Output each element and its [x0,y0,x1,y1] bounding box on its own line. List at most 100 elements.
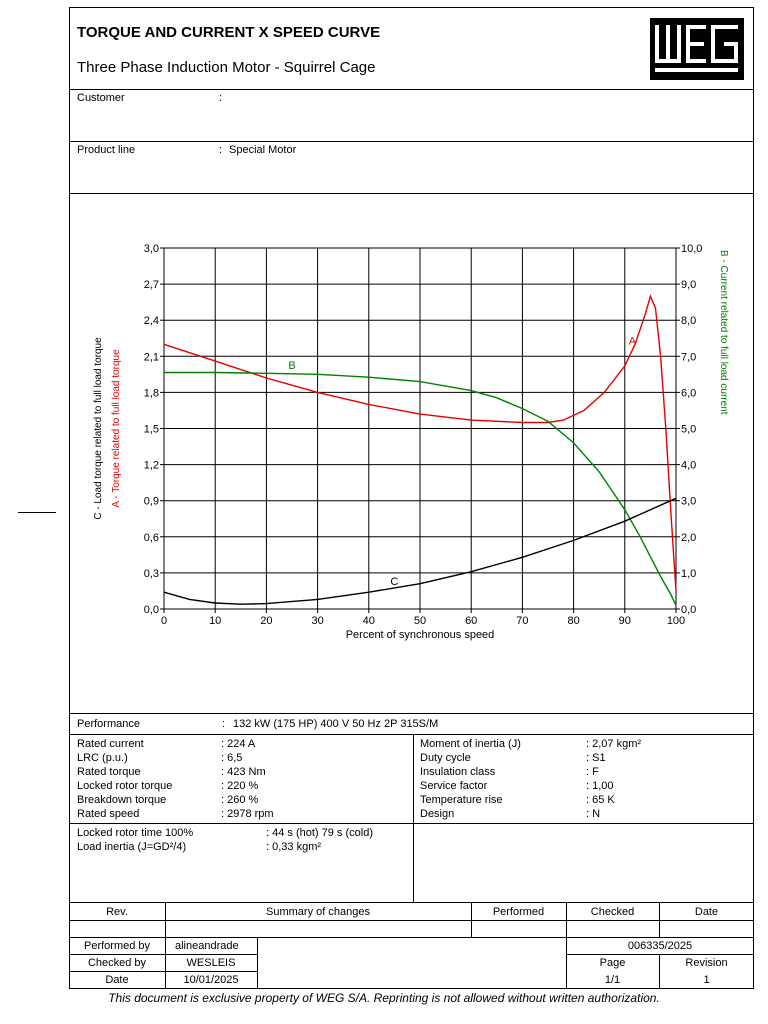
y-left-tick-label: 2,1 [144,351,159,363]
spec-left-value: : 423 Nm [221,766,266,778]
spec-left-value: : 6,5 [221,752,243,764]
checked-by-label: Checked by [87,957,147,969]
series-label-c: C [390,576,398,588]
spec-left-value: : 260 % [221,794,259,806]
y-left-tick-label: 0,0 [144,604,159,616]
weg-logo-graphic [650,18,744,80]
spec-right-label: Insulation class [420,766,496,778]
series-label-a: A [629,335,637,347]
x-tick-label: 80 [567,615,579,627]
y-right-tick-label: 2,0 [681,532,696,544]
y-left-tick-label: 1,8 [144,387,159,399]
customer-label: Customer [77,92,125,104]
x-tick-label: 60 [465,615,477,627]
rule-rev-row [69,937,754,938]
spec-right-value: : N [586,808,601,820]
revision-label: Revision [685,957,728,969]
y-right-tick-label: 5,0 [681,424,696,436]
performed-by-value: alineandrade [175,940,239,952]
spec-right-value: : 1,00 [586,780,614,792]
rule-sign-v2 [257,937,258,989]
spec-left-label: Breakdown torque [77,794,167,806]
spec-left-value: : 2978 rpm [221,808,274,820]
revision-value: 1 [703,974,710,986]
rule-rev-2 [471,902,472,937]
rule-specs-divider [413,734,414,902]
y-right-tick-label: 8,0 [681,315,696,327]
performance-label: Performance [77,718,140,730]
rule-product [69,193,754,194]
rev-header-performed: Performed [492,906,545,918]
rev-header-rev: Rev. [106,906,128,918]
spec-right-label: Moment of inertia (J) [420,738,521,750]
rev-header-checked: Checked [590,906,635,918]
spec-right-label: Temperature rise [420,794,503,806]
x-tick-label: 100 [667,615,685,627]
rule-rev-header [69,920,754,921]
spec-left-label: Rated current [77,738,144,750]
rule-rev-4 [659,902,660,937]
spec-right-label: Duty cycle [420,752,471,764]
rule-sign-1 [69,954,257,955]
product-line-sep: : [219,144,223,156]
y-right-tick-label: 10,0 [681,243,702,255]
y-left-tick-label: 0,3 [144,568,159,580]
rule-locked [69,902,754,903]
performance-value: 132 kW (175 HP) 400 V 50 Hz 2P 315S/M [233,718,439,730]
y-right-tick-label: 6,0 [681,387,696,399]
locked-label: Load inertia (J=GD²/4) [77,841,187,853]
date-value: 10/01/2025 [183,974,239,986]
y-left-tick-label: 1,5 [144,424,159,436]
checked-by-value: WESLEIS [186,957,236,969]
rev-header-summary: Summary of changes [266,906,370,918]
product-line-label: Product line [77,144,136,156]
series-line-c [163,497,677,605]
y-left-tick-label: 3,0 [144,243,159,255]
x-axis-label: Percent of synchronous speed [346,629,495,641]
spec-right-value: : S1 [586,752,606,764]
spec-left-label: LRC (p.u.) [77,752,128,764]
locked-value: : 44 s (hot) 79 s (cold) [266,827,373,839]
x-tick-label: 0 [161,615,167,627]
y-left-tick-label: 1,2 [144,460,159,472]
customer-sep: : [219,92,223,104]
date-label: Date [105,974,129,986]
y-right-tick-label: 9,0 [681,279,696,291]
spec-right-value: : F [586,766,599,778]
page-title: TORQUE AND CURRENT X SPEED CURVE [77,24,381,41]
performance-sep: : [222,718,226,730]
x-tick-label: 30 [311,615,323,627]
spec-right-label: Design [420,808,455,820]
rule-header [69,89,754,90]
rule-performance [69,734,754,735]
series-line-a [163,293,677,591]
y-right-tick-label: 4,0 [681,460,696,472]
series-line-b [164,371,677,606]
y-left-tick-label: 0,9 [144,496,159,508]
page-subtitle: Three Phase Induction Motor - Squirrel C… [77,59,376,76]
x-tick-label: 10 [209,615,221,627]
y-right-axis-label: B - Current related to full load current [718,250,729,415]
x-tick-label: 90 [619,615,631,627]
locked-label: Locked rotor time 100% [77,827,194,839]
document-number: 006335/2025 [627,940,693,952]
y-right-tick-label: 7,0 [681,351,696,363]
rule-sign-v1 [165,937,166,989]
rule-sign-v3 [659,954,660,989]
y-left-tick-label: 2,7 [144,279,159,291]
rule-rev-1 [165,902,166,937]
x-tick-label: 50 [414,615,426,627]
rule-specs [69,823,754,824]
page-label: Page [599,957,626,969]
rule-rev-3 [566,902,567,989]
x-tick-label: 20 [260,615,272,627]
y-left-axis-label-c: C - Load torque related to full load tor… [93,337,104,520]
y-left-tick-label: 0,6 [144,532,159,544]
spec-right-value: : 2,07 kgm² [586,738,642,750]
spec-left-label: Rated torque [77,766,141,778]
y-right-tick-label: 0,0 [681,604,696,616]
series-label-b: B [288,360,295,372]
x-tick-label: 40 [363,615,375,627]
document-frame [69,7,754,989]
